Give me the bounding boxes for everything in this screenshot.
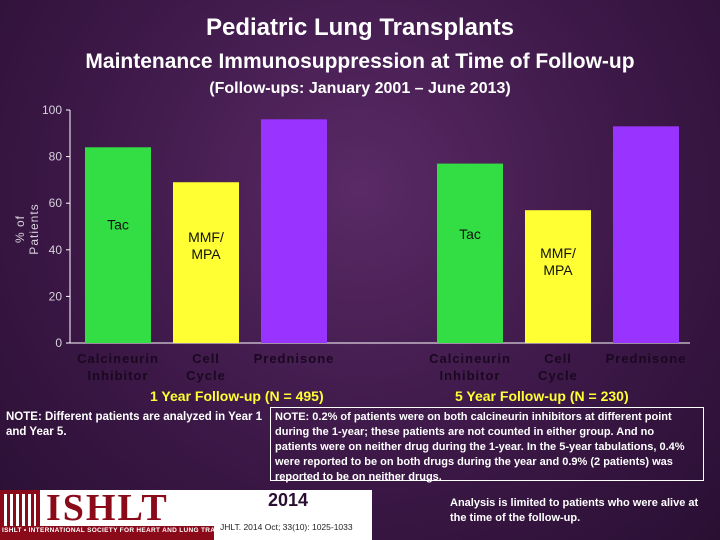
ishlt-logo-mark	[0, 490, 40, 530]
category-label-2-calcineurin-inhibitor-1: Inhibitor	[440, 368, 501, 383]
group-caption-5-year: 5 Year Follow-up (N = 230)	[455, 388, 629, 404]
category-label-1-calcineurin-inhibitor-0: Calcineurin	[77, 351, 159, 366]
segment-label-2-cell-cycle-mmf-mpa-1: MPA	[543, 262, 573, 278]
y-axis-title: % of Patients	[13, 203, 41, 255]
y-tick-label-20: 20	[49, 289, 63, 303]
category-label-1-cell-cycle-0: Cell	[192, 351, 220, 366]
y-tick-label-0: 0	[55, 336, 62, 350]
journal-citation: JHLT. 2014 Oct; 33(10): 1025-1033	[220, 522, 353, 532]
chart-date-range: (Follow-ups: January 2001 – June 2013)	[209, 80, 511, 97]
note-different-patients: NOTE: Different patients are analyzed in…	[6, 411, 263, 438]
category-label-2-prednisone-0: Prednisone	[606, 351, 687, 366]
segment-label-1-calcineurin-inhibitor-tac-0: Tac	[107, 216, 129, 232]
y-tick-label-100: 100	[42, 103, 62, 117]
chart-title: Pediatric Lung Transplants	[205, 14, 515, 41]
category-label-1-prednisone-0: Prednisone	[254, 351, 335, 366]
bar-1-cell-cycle-mmf-mpa	[173, 182, 239, 343]
category-label-2-calcineurin-inhibitor-0: Calcineurin	[429, 351, 511, 366]
segment-label-1-cell-cycle-mmf-mpa-0: MMF/	[188, 229, 224, 245]
y-tick-label-60: 60	[49, 196, 63, 210]
ishlt-logo-band	[0, 526, 214, 540]
bar-1-prednisone-total	[261, 119, 327, 343]
note-analysis-limited: Analysis is limited to patients who were…	[450, 497, 699, 524]
category-label-2-cell-cycle-0: Cell	[544, 351, 572, 366]
bar-2-prednisone-total	[613, 126, 679, 343]
note-calcineurin-box: NOTE: 0.2% of patients were on both calc…	[270, 407, 704, 483]
bar-1-calcineurin-inhibitor-tac	[85, 147, 151, 343]
group-caption-1-year: 1 Year Follow-up (N = 495)	[150, 388, 324, 404]
category-label-2-cell-cycle-1: Cycle	[538, 368, 578, 383]
ishlt-logo: ISHLT ISHLT • INTERNATIONAL SOCIETY FOR …	[0, 490, 372, 540]
segment-label-2-cell-cycle-mmf-mpa-0: MMF/	[540, 245, 576, 261]
ishlt-logo-subtitle: ISHLT • INTERNATIONAL SOCIETY FOR HEART …	[2, 527, 269, 534]
logo-year: 2014	[268, 490, 309, 510]
segment-label-1-cell-cycle-mmf-mpa-1: MPA	[191, 246, 221, 262]
category-label-1-cell-cycle-1: Cycle	[186, 368, 226, 383]
y-tick-label-80: 80	[49, 150, 63, 164]
bar-2-calcineurin-inhibitor-tac	[437, 163, 503, 343]
segment-label-2-calcineurin-inhibitor-tac-0: Tac	[459, 226, 481, 242]
category-label-1-calcineurin-inhibitor-1: Inhibitor	[88, 368, 149, 383]
bar-chart: 020406080100CyATacCalcineurinInhibitorAZ…	[41, 103, 687, 383]
y-tick-label-40: 40	[49, 243, 63, 257]
chart-subtitle: Maintenance Immunosuppression at Time of…	[85, 50, 635, 73]
ishlt-logo-word: ISHLT	[46, 490, 169, 529]
bar-2-cell-cycle-mmf-mpa	[525, 210, 591, 343]
